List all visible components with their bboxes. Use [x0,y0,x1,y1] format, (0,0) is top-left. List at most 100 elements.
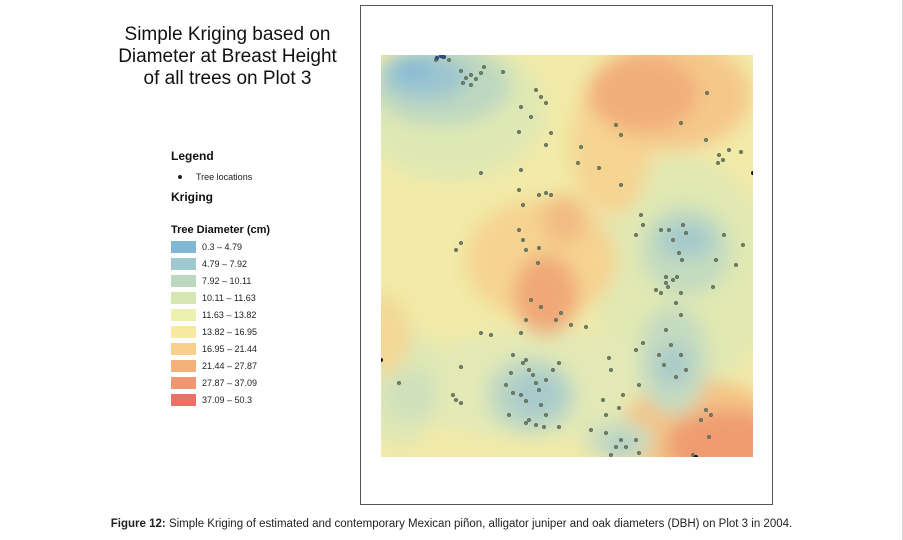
tree-location-point [713,257,719,263]
tree-location-point [666,227,672,233]
legend-class-row: 27.87 – 37.09 [171,374,257,391]
tree-location-point [733,262,739,268]
tree-location-point [679,257,685,263]
tree-location-point [543,377,549,383]
kriging-map [381,55,753,457]
tree-location-point [450,392,456,398]
tree-location-point [636,382,642,388]
tree-location-point [543,190,549,196]
legend-class-row: 4.79 – 7.92 [171,255,257,272]
tree-location-point [478,70,484,76]
tree-location-point [548,192,554,198]
tree-location-point [704,90,710,96]
tree-location-point [381,358,383,362]
tree-location-point [510,352,516,358]
tree-location-point [550,367,556,373]
tree-location-point [538,402,544,408]
tree-location-point [520,202,526,208]
tree-location-point [658,290,664,296]
tree-location-point [458,400,464,406]
tree-location-point [536,387,542,393]
tree-location-point [678,312,684,318]
tree-location-point [618,182,624,188]
legend-class-list: 0.3 – 4.79 4.79 – 7.92 7.92 – 10.11 10.11 –… [171,238,257,408]
tree-location-point [473,76,479,82]
tree-location-point [703,137,709,143]
tree-location-point [578,144,584,150]
kriging-surface [381,55,753,457]
tree-location-point [676,250,682,256]
caption-label: Figure 12: [110,518,166,530]
legend-class-label: 27.87 – 37.09 [202,377,258,388]
tree-location-point [638,212,644,218]
tree-location-point [526,417,532,423]
tree-location-point [481,64,487,70]
tree-location-dot-icon [178,175,182,179]
tree-location-point [543,412,549,418]
legend-class-label: 16.95 – 21.44 [202,343,258,354]
legend-class-label: 7.92 – 10.11 [202,275,252,286]
tree-location-point [613,122,619,128]
tree-location-point [636,450,642,456]
tree-location-point [536,192,542,198]
tree-location-point [670,237,676,243]
tree-location-point [600,397,606,403]
legend-kriging-heading: Kriging [171,190,213,204]
tree-location-point [518,104,524,110]
legend-class-row: 0.3 – 4.79 [171,238,257,255]
tree-location-point [673,374,679,380]
legend-class-swatch [171,308,196,321]
legend-class-row: 16.95 – 21.44 [171,340,257,357]
figure-caption: Figure 12: Simple Kriging of estimated a… [0,518,903,530]
legend-class-row: 10.11 – 11.63 [171,289,257,306]
tree-location-point [396,380,402,386]
tree-location-point [523,398,529,404]
tree-location-point [603,430,609,436]
tree-location-point [678,352,684,358]
tree-location-point [446,57,452,63]
legend-class-swatch [171,342,196,355]
tree-location-point [441,55,447,60]
legend-class-label: 10.11 – 11.63 [202,292,256,303]
legend-class-swatch [171,274,196,287]
tree-location-point [588,427,594,433]
tree-location-point [640,222,646,228]
tree-location-point [523,420,529,426]
tree-location-point [520,237,526,243]
tree-location-point [674,274,680,280]
tree-location-point [510,390,516,396]
tree-location-point [640,340,646,346]
tree-location-point [633,232,639,238]
tree-location-point [520,360,526,366]
tree-location-point [596,165,602,171]
tree-location-point [528,297,534,303]
tree-location-point [568,322,574,328]
tree-location-point [556,424,562,430]
tree-location-point [720,157,726,163]
tree-location-point [716,152,722,158]
legend-class-row: 11.63 – 13.82 [171,306,257,323]
tree-location-point [463,75,469,81]
edge-tree-locations [381,171,753,457]
tree-location-point [518,392,524,398]
tree-location-point [453,397,459,403]
tree-location-point [618,437,624,443]
tree-location-point [751,171,753,175]
tree-location-point [738,149,744,155]
caption-text: Simple Kriging of estimated and contempo… [168,518,793,530]
map-title-line-3: of all trees on Plot 3 [143,68,312,89]
tree-location-point [458,364,464,370]
tree-location-point [533,87,539,93]
tree-location-point [508,370,514,376]
tree-location-point [458,68,464,74]
tree-location-point [663,274,669,280]
tree-location-point [516,129,522,135]
tree-location-point [608,452,614,457]
tree-location-point [535,260,541,266]
tree-location-point [703,407,709,413]
legend-class-label: 13.82 – 16.95 [202,326,258,337]
tree-location-point [608,367,614,373]
tree-location-point [683,230,689,236]
tree-location-point [453,247,459,253]
tree-location-point [670,277,676,283]
